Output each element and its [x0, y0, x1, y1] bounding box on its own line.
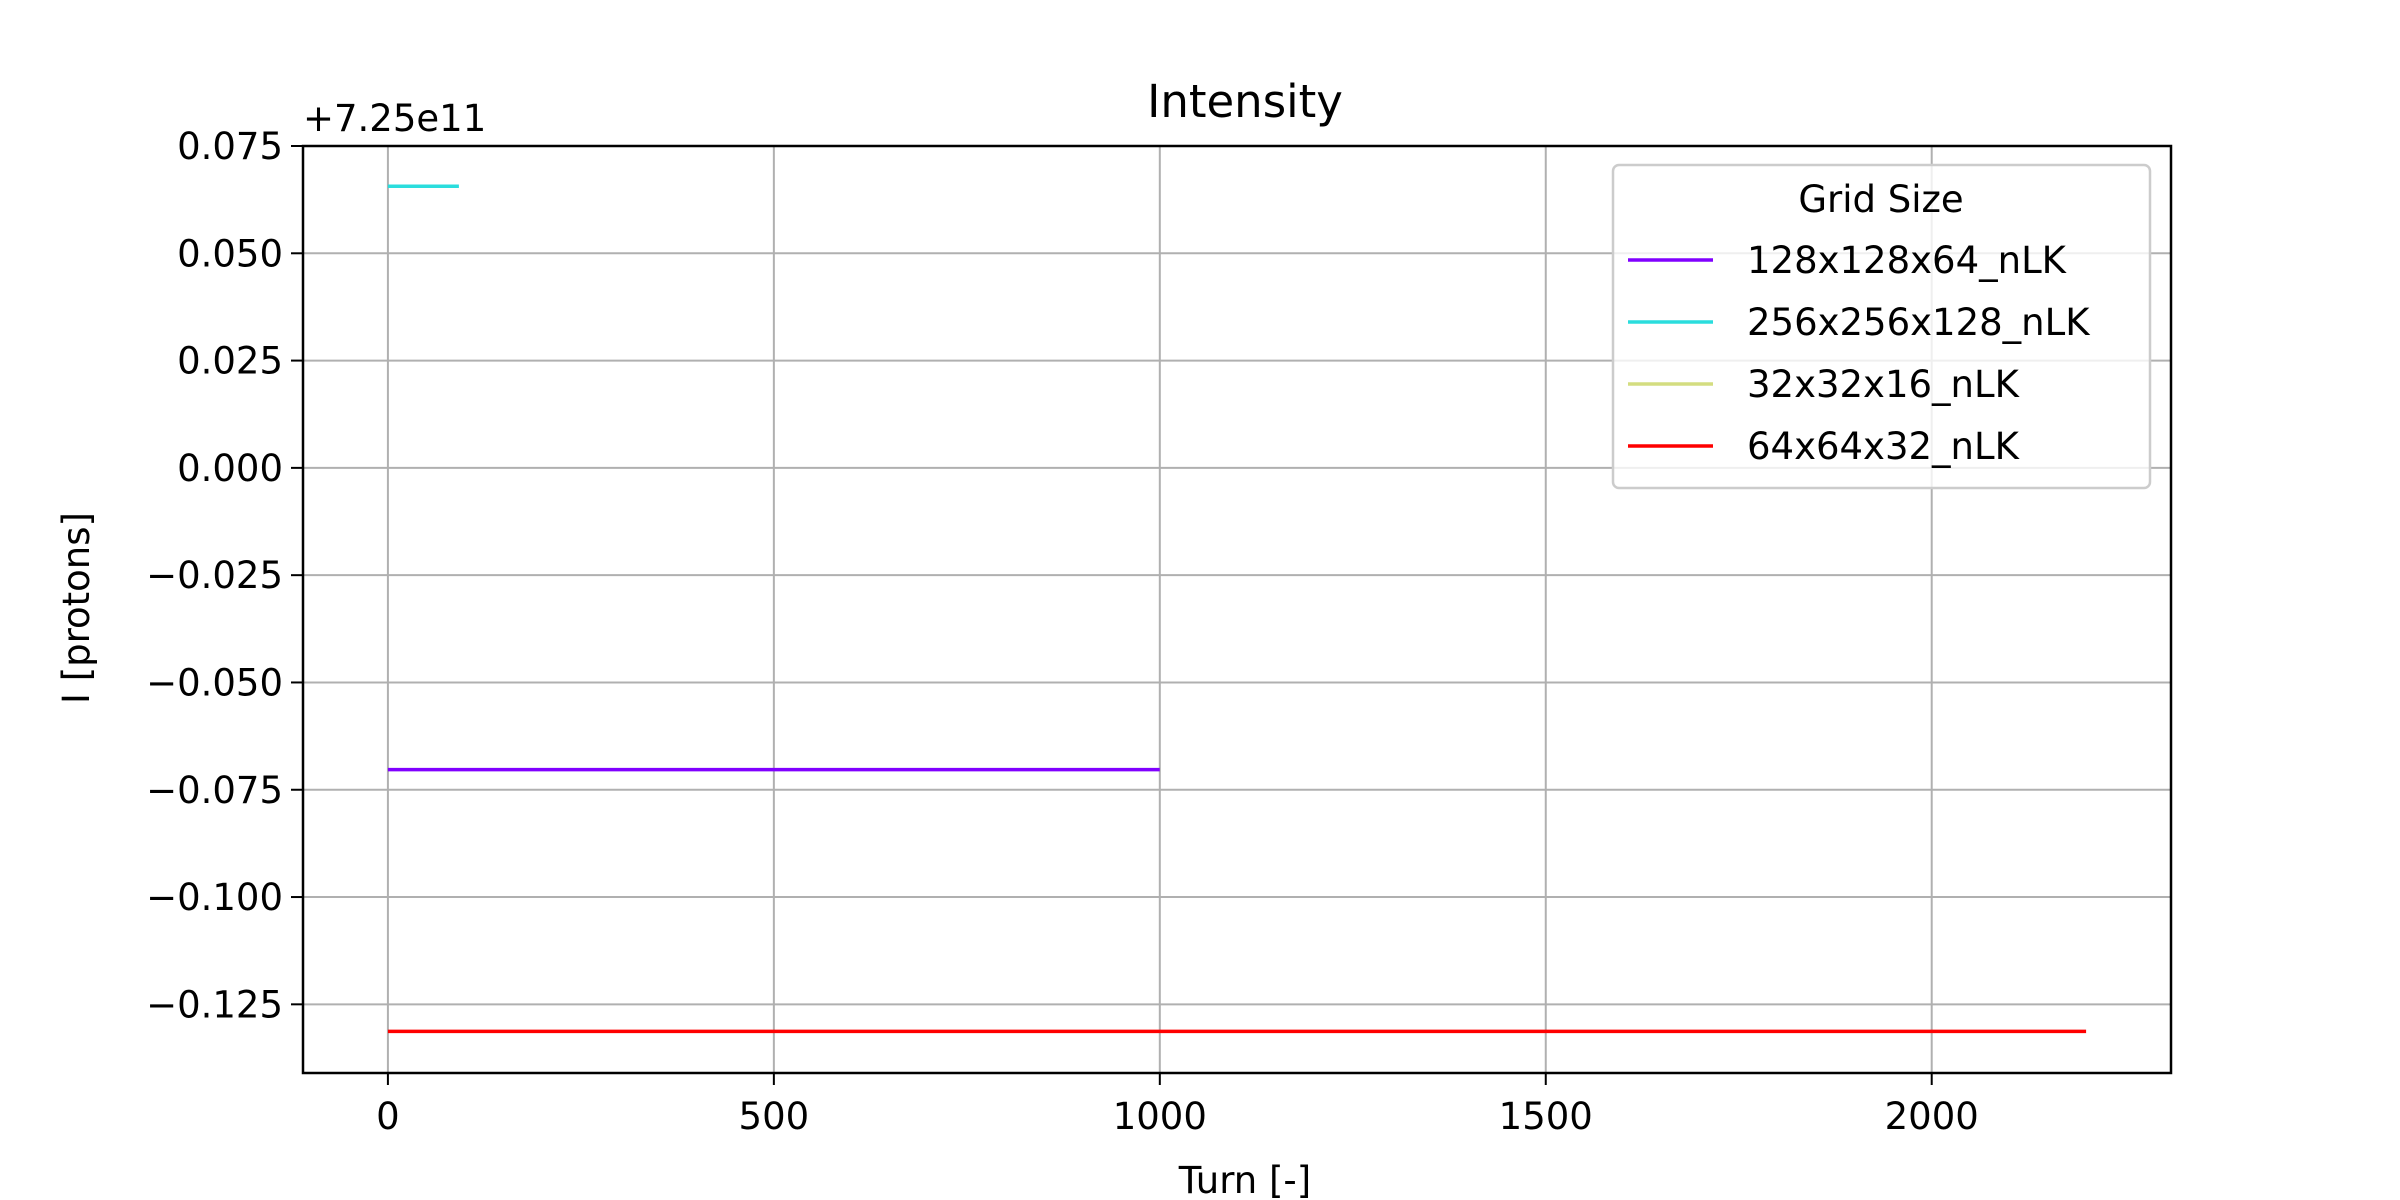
plot-area-frame [301, 144, 2173, 1075]
x-axis-label: Turn [-] [1178, 1159, 1311, 1200]
y-tick-label: 0.050 [177, 232, 283, 275]
y-tick-label: −0.075 [146, 769, 283, 812]
legend-entry: 32x32x16_nLK [1747, 363, 2021, 406]
x-tick-label: 500 [739, 1095, 810, 1138]
legend-entry: 256x256x128_nLK [1747, 301, 2091, 344]
y-tick-label: 0.075 [177, 125, 283, 168]
y-axis-ticks: 0.075 0.050 0.025 0.000 −0.025 −0.050 −0.075 −0… [146, 125, 303, 1026]
y-tick-label: 0.025 [177, 340, 283, 383]
legend-entry: 128x128x64_nLK [1747, 239, 2068, 282]
x-tick-label: 0 [376, 1095, 400, 1138]
y-axis-label: I [protons] [55, 512, 98, 704]
x-tick-label: 1500 [1499, 1095, 1593, 1138]
series-lines [387, 184, 2087, 1034]
legend-title: Grid Size [1798, 178, 1963, 221]
legend-box [1611, 163, 2152, 490]
x-tick-label: 2000 [1885, 1095, 1979, 1138]
x-tick-label: 1000 [1113, 1095, 1207, 1138]
x-axis-ticks: 0 500 1000 1500 2000 [376, 1073, 1979, 1138]
legend: Grid Size 128x128x64_nLK 256x256x128_nLK 3… [1611, 163, 2152, 490]
y-tick-label: −0.050 [146, 661, 283, 704]
y-tick-label: −0.025 [146, 554, 283, 597]
y-tick-label: −0.125 [146, 983, 283, 1026]
y-tick-label: −0.100 [146, 876, 283, 919]
y-offset-label: +7.25e11 [303, 97, 486, 140]
y-tick-label: 0.000 [177, 447, 283, 490]
legend-entry: 64x64x32_nLK [1747, 425, 2021, 468]
chart-title: Intensity [1147, 75, 1343, 128]
